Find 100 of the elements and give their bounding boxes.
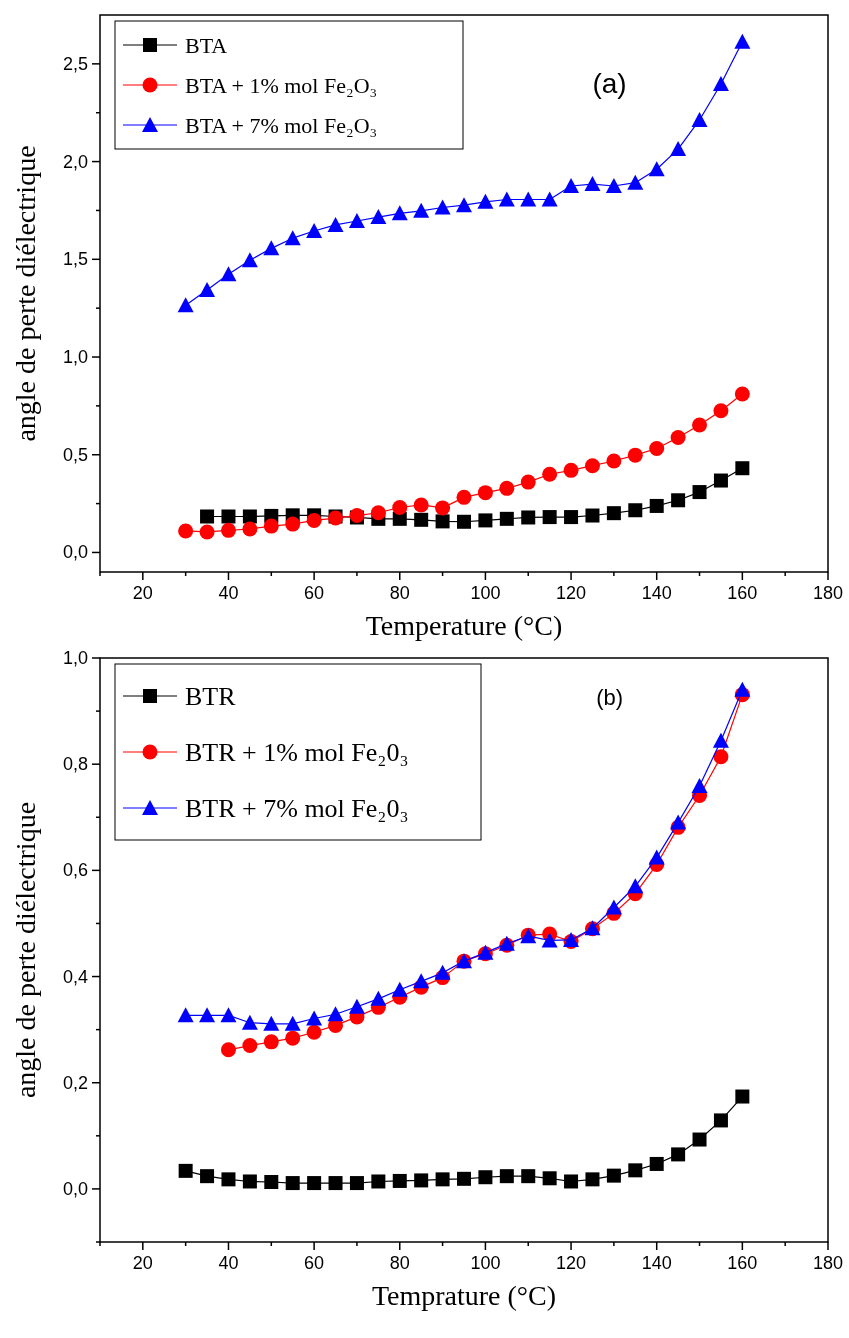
y-tick-label: 0,4 (62, 966, 88, 987)
point (220, 266, 237, 282)
x-tick-label: 180 (812, 583, 844, 603)
point (691, 111, 708, 127)
point (713, 403, 729, 419)
point (306, 1010, 323, 1026)
point (713, 749, 729, 765)
point (671, 493, 686, 508)
point (327, 216, 344, 232)
point (391, 205, 408, 221)
point (221, 1172, 236, 1187)
y-tick-label: 0,2 (62, 1072, 88, 1093)
point (627, 174, 644, 190)
point (220, 522, 236, 538)
legend-label: BTR + 7% mol Fe₂0₃ (185, 794, 409, 824)
point (413, 202, 430, 218)
point (199, 524, 215, 540)
point (585, 1172, 600, 1187)
annotation: (a) (592, 67, 627, 99)
point (627, 878, 644, 894)
point (584, 176, 601, 192)
point (735, 461, 750, 476)
legend-label: BTA (185, 32, 228, 58)
point (712, 75, 729, 91)
point (712, 732, 729, 748)
point (391, 981, 408, 997)
point (606, 506, 621, 521)
annotation: (b) (596, 684, 624, 710)
point (285, 1030, 301, 1046)
x-tick-label: 60 (304, 1253, 325, 1273)
point (435, 514, 450, 529)
point (628, 503, 643, 518)
point (499, 1169, 514, 1184)
point (499, 480, 515, 496)
point (606, 1168, 621, 1183)
point (220, 1042, 236, 1058)
point (414, 512, 429, 527)
x-tick-label: 40 (218, 583, 239, 603)
point (199, 281, 216, 297)
point (221, 509, 236, 524)
x-tick-label: 80 (389, 1253, 410, 1273)
point (370, 505, 386, 521)
point (670, 814, 687, 830)
point (178, 523, 194, 539)
point (434, 199, 451, 215)
x-tick-label: 140 (641, 583, 672, 603)
point (434, 964, 451, 980)
point (456, 489, 472, 505)
point (649, 1156, 664, 1171)
point (200, 1169, 215, 1184)
x-tick-label: 160 (727, 583, 758, 603)
point (564, 1174, 579, 1189)
point (713, 1113, 728, 1128)
point (521, 1169, 536, 1184)
point (242, 521, 258, 537)
x-axis-title: Temperature (°C) (365, 610, 563, 641)
point (498, 191, 515, 207)
point (349, 1176, 364, 1191)
point (478, 1170, 493, 1185)
point (242, 1038, 258, 1054)
x-tick-label: 140 (641, 1253, 672, 1273)
x-tick-label: 60 (304, 583, 325, 603)
point (692, 1132, 707, 1147)
y-axis-title: angle de perte diélectrique (10, 801, 41, 1099)
x-tick-label: 100 (470, 1253, 501, 1273)
point (413, 973, 430, 989)
y-tick-label: 0,6 (62, 860, 88, 881)
point (306, 512, 322, 528)
y-tick-label: 0,5 (62, 444, 88, 465)
point (627, 447, 643, 463)
point (692, 485, 707, 500)
legend-label: BTA + 1% mol Fe₂O₃ (185, 72, 378, 98)
point (499, 511, 514, 526)
y-tick-label: 2,5 (62, 53, 88, 74)
y-tick-label: 2,0 (62, 151, 88, 172)
point (649, 440, 665, 456)
point (220, 1007, 237, 1023)
point (520, 474, 536, 490)
point (370, 209, 387, 225)
point (564, 510, 579, 525)
point (264, 1175, 279, 1190)
point (648, 849, 665, 865)
point (649, 498, 664, 513)
point (178, 1163, 193, 1178)
point (177, 297, 194, 313)
point (414, 1173, 429, 1188)
point (542, 1171, 557, 1186)
point (371, 1174, 386, 1189)
point (328, 1176, 343, 1191)
point (392, 500, 408, 516)
point (692, 417, 708, 433)
point (734, 33, 751, 49)
point (713, 473, 728, 488)
point (541, 932, 558, 948)
y-tick-label: 1,0 (62, 648, 88, 668)
point (285, 1176, 300, 1191)
x-axis-title: Temprature (°C) (371, 1280, 557, 1311)
point (284, 230, 301, 246)
point (671, 1147, 686, 1162)
point (521, 510, 536, 525)
